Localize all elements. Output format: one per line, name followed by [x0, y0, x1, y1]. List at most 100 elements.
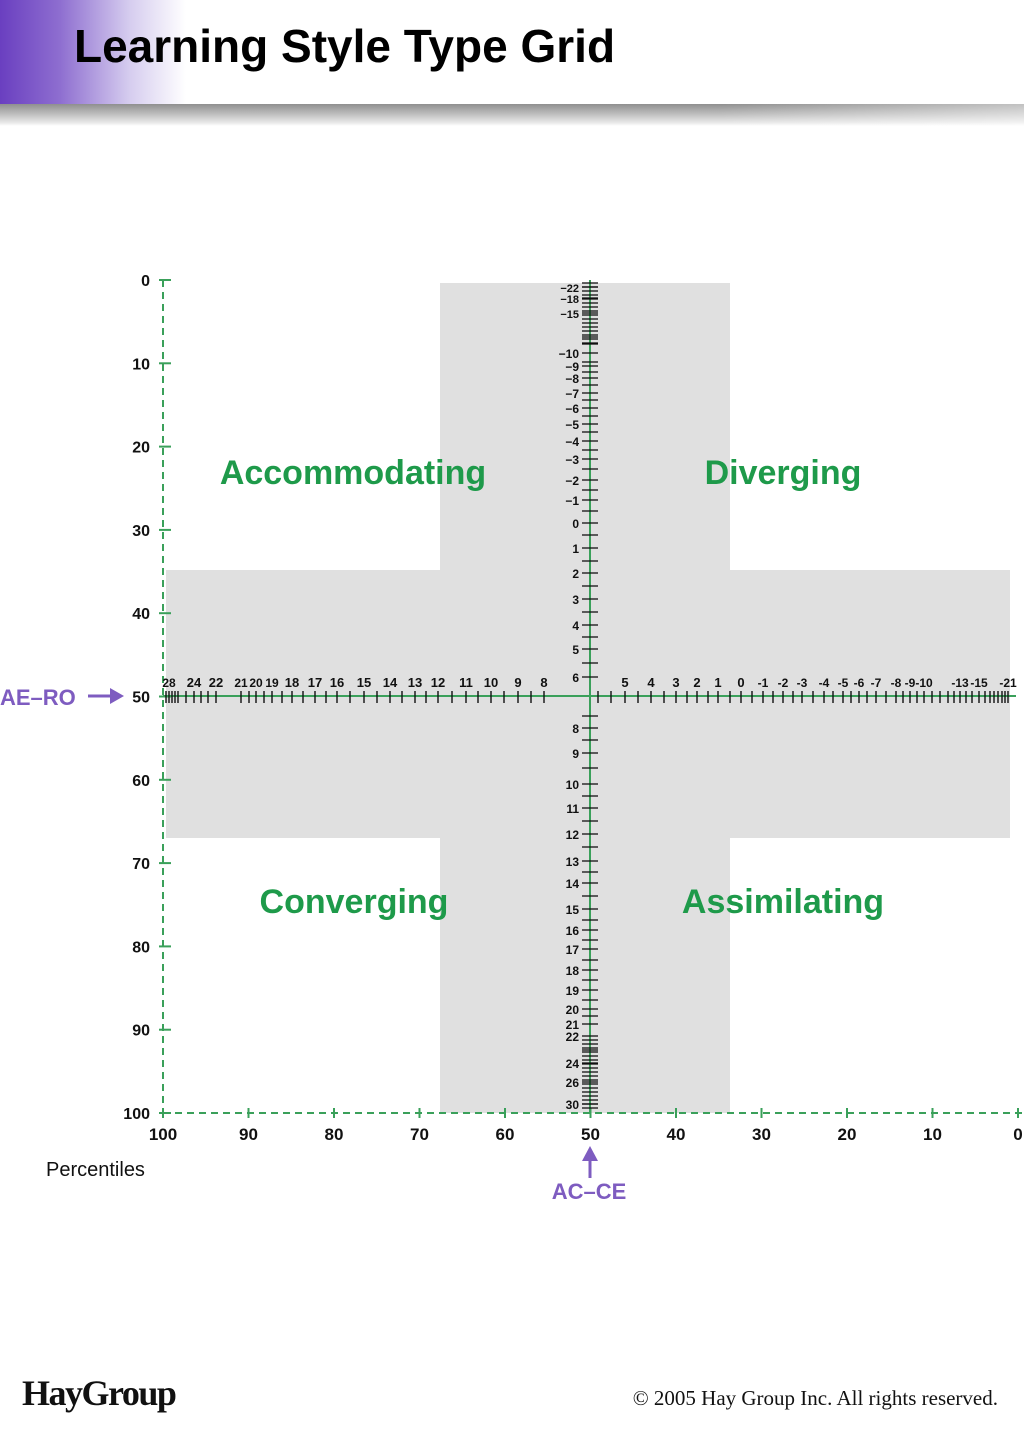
vertical-scale-label: 15 [566, 903, 580, 917]
horizontal-scale-label: 15 [357, 675, 371, 690]
bottom-percentile-axis: 100 90 80 70 60 50 40 30 20 10 0 [149, 1108, 1023, 1144]
quadrant-label-assimilating: Assimilating [682, 883, 884, 921]
vertical-scale-label: −6 [565, 402, 579, 416]
horizontal-scale-label: 13 [408, 675, 422, 690]
horizontal-scale-label: -8 [891, 676, 902, 690]
horizontal-scale-label: 24 [187, 675, 202, 690]
vertical-scale-label: −1 [565, 494, 579, 508]
left-tick-label: 0 [141, 273, 150, 290]
left-tick-label: 40 [132, 606, 150, 623]
horizontal-scale-label: -13 [951, 676, 969, 690]
vertical-scale-label: −3 [565, 453, 579, 467]
vertical-scale-label: 6 [572, 671, 579, 685]
left-tick-label: 30 [132, 523, 150, 540]
horizontal-scale-label: 2 [693, 675, 700, 690]
bottom-tick-label: 0 [1013, 1125, 1022, 1144]
horizontal-scale-label: 12 [431, 675, 445, 690]
vertical-scale-label: 21 [566, 1018, 580, 1032]
horizontal-scale-label: 5 [621, 675, 628, 690]
ae-ro-arrow-head [110, 688, 124, 704]
horizontal-scale-label: 1 [714, 675, 721, 690]
left-percentile-axis: 0 10 20 30 40 50 60 70 80 90 100 [123, 273, 171, 1123]
vertical-scale-label: 9 [572, 747, 579, 761]
horizontal-scale-label: 21 [234, 676, 248, 690]
vertical-scale-label: 12 [566, 828, 580, 842]
horizontal-scale-label: -6 [854, 676, 865, 690]
quadrant-label-diverging: Diverging [705, 454, 862, 492]
bottom-tick-label: 30 [752, 1125, 771, 1144]
gray-cross-bands [166, 283, 1010, 1113]
horizontal-scale-label: -3 [797, 676, 808, 690]
left-tick-label: 50 [132, 690, 150, 707]
bottom-tick-label: 100 [149, 1125, 177, 1144]
horizontal-scale-label: -2 [778, 676, 789, 690]
horizontal-scale-label: 10 [484, 675, 498, 690]
vertical-scale-label: 19 [566, 984, 580, 998]
bottom-tick-label: 40 [667, 1125, 686, 1144]
header-banner [0, 0, 1024, 104]
bottom-tick-label: 10 [923, 1125, 942, 1144]
horizontal-band [166, 570, 1010, 838]
horizontal-scale-label: -1 [758, 676, 769, 690]
vertical-scale-label: 16 [566, 924, 580, 938]
horizontal-scale-label: 17 [308, 675, 322, 690]
axes [162, 280, 1022, 1114]
vertical-scale-label: −9 [565, 360, 579, 374]
vertical-scale-label: 2 [572, 567, 579, 581]
vertical-scale-label: 30 [566, 1098, 580, 1112]
horizontal-scale-label: 16 [330, 675, 344, 690]
vertical-scale-label: −2 [565, 474, 579, 488]
header-shadow-band [0, 104, 1024, 126]
horizontal-scale-label: -7 [871, 676, 882, 690]
horizontal-scale-label: 28 [162, 676, 176, 690]
percentiles-label: Percentiles [46, 1159, 145, 1181]
horizontal-score-scale: 28 24 22 21 20 19 18 17 16 15 14 13 12 11 10 9 8 5 4 3 2 1 0 -1… [162, 675, 1017, 703]
horizontal-scale-label: 4 [647, 675, 655, 690]
bottom-tick-label: 80 [325, 1125, 344, 1144]
vertical-scale-label: 26 [566, 1076, 580, 1090]
vertical-scale-label: 5 [572, 643, 579, 657]
vertical-scale-label: −22 [560, 283, 579, 295]
ac-ce-arrow-head [582, 1146, 598, 1161]
vertical-scale-label: 8 [572, 722, 579, 736]
vertical-scale-label: −15 [560, 309, 579, 321]
vertical-scale-label: 0 [572, 517, 579, 531]
horizontal-scale-label: 18 [285, 675, 299, 690]
vertical-scale-label: −8 [565, 372, 579, 386]
horizontal-scale-label: 8 [540, 675, 547, 690]
vertical-scale-label: 14 [566, 877, 580, 891]
vertical-scale-label: 17 [566, 943, 580, 957]
haygroup-logo: HayGroup [22, 1373, 177, 1413]
bottom-tick-label: 50 [581, 1125, 600, 1144]
axis-arrows [88, 688, 598, 1178]
horizontal-scale-label: 0 [737, 675, 744, 690]
bottom-tick-label: 20 [838, 1125, 857, 1144]
quadrant-labels: Accommodating Diverging Converging Assim… [220, 454, 884, 921]
vertical-scale-label: 4 [572, 619, 579, 633]
page-title: Learning Style Type Grid [74, 20, 616, 72]
left-tick-label: 70 [132, 856, 150, 873]
horizontal-scale-label: -21 [999, 676, 1017, 690]
horizontal-scale-label: -5 [838, 676, 849, 690]
horizontal-scale-label: 14 [383, 675, 398, 690]
vertical-scale-label: −7 [565, 387, 579, 401]
horizontal-scale-label: 20 [249, 676, 263, 690]
vertical-scale-label: 13 [566, 855, 580, 869]
horizontal-scale-label: -15 [970, 676, 988, 690]
left-tick-label: 10 [132, 356, 150, 373]
ac-ce-axis-label: AC–CE [552, 1179, 627, 1204]
vertical-scale-label: −5 [565, 418, 579, 432]
left-tick-label: 60 [132, 773, 150, 790]
left-tick-label: 20 [132, 440, 150, 457]
horizontal-scale-label: -9 [905, 676, 916, 690]
vertical-scale-label: −10 [559, 347, 580, 361]
horizontal-scale-label: 9 [514, 675, 521, 690]
vertical-scale-label: −4 [565, 435, 579, 449]
vertical-scale-label: 1 [572, 542, 579, 556]
left-tick-label: 100 [123, 1106, 150, 1123]
horizontal-scale-label: 3 [672, 675, 679, 690]
ae-ro-axis-label: AE–RO [0, 685, 76, 710]
vertical-scale-label: 18 [566, 964, 580, 978]
axis-labels: AE–RO AC–CE Percentiles [0, 685, 626, 1204]
copyright-notice: © 2005 Hay Group Inc. All rights reserve… [632, 1386, 998, 1410]
